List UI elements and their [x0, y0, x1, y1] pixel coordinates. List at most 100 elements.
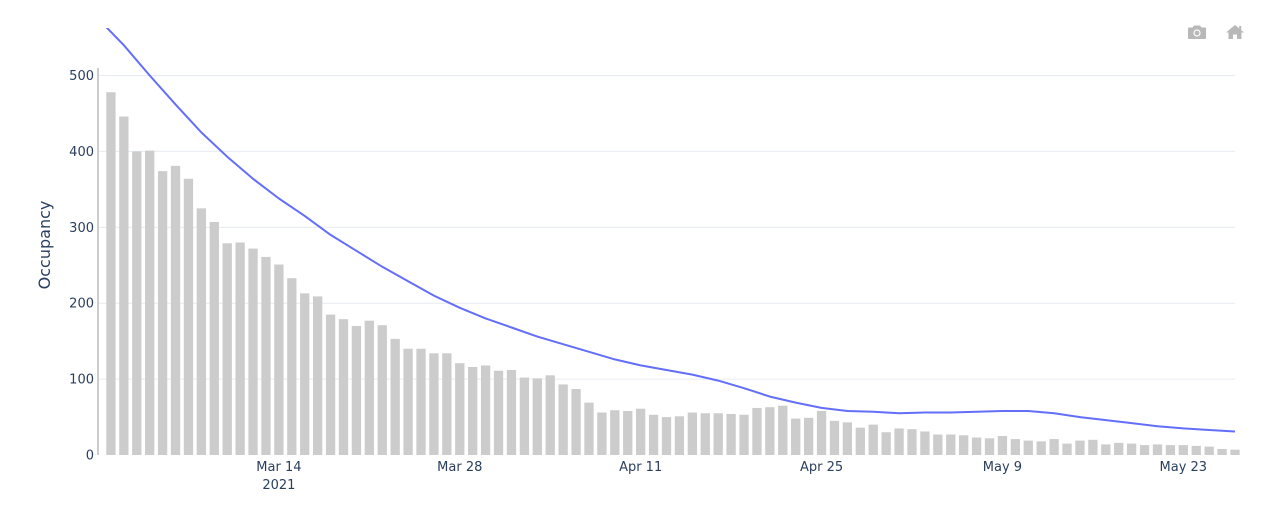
bar — [183, 178, 194, 455]
bar — [1126, 443, 1137, 455]
bar — [816, 410, 827, 455]
bar — [1101, 444, 1111, 455]
bar — [1114, 442, 1124, 455]
bar — [364, 320, 374, 455]
bar — [416, 348, 426, 455]
y-tick-label: 100 — [69, 373, 94, 388]
bar — [648, 414, 659, 455]
bar — [1204, 446, 1214, 455]
bar — [829, 420, 840, 455]
y-tick-label: 0 — [86, 449, 94, 464]
bar — [842, 422, 853, 455]
bar — [145, 150, 155, 455]
home-icon[interactable] — [1224, 22, 1246, 42]
bar — [506, 370, 517, 455]
bar — [338, 319, 349, 455]
bar — [584, 402, 594, 455]
bar — [351, 325, 362, 455]
bar — [778, 405, 788, 455]
bar — [881, 432, 891, 455]
bar — [132, 151, 142, 455]
bar — [235, 242, 245, 455]
bar — [713, 413, 723, 455]
bar — [1023, 440, 1033, 455]
bar — [1217, 448, 1227, 455]
bar — [480, 365, 491, 455]
bar — [287, 278, 297, 455]
x-tick-label: May 9 — [983, 460, 1022, 475]
x-tick-label: May 23 — [1160, 460, 1208, 475]
y-axis-title: Occupancy — [35, 201, 54, 290]
bar — [274, 264, 284, 455]
bar — [493, 370, 504, 455]
bar — [519, 377, 530, 455]
bar — [674, 416, 685, 455]
bar — [1049, 439, 1059, 455]
bar — [855, 427, 865, 455]
bar — [765, 407, 775, 455]
bar — [623, 410, 633, 455]
x-tick-label: Apr 11 — [619, 460, 662, 475]
axis-layer: 0 100 200 300 400 500 Mar 14 2021 Mar 28 Apr 11 Ap… — [69, 67, 1208, 493]
y-tick-label: 200 — [69, 297, 94, 312]
bar — [312, 296, 323, 455]
bar — [752, 407, 762, 455]
x-tick-sublabel: 2021 — [262, 478, 295, 493]
bar — [1010, 439, 1021, 455]
x-tick-label: Apr 25 — [800, 460, 843, 475]
x-tick-label: Mar 28 — [437, 460, 482, 475]
x-tick-label: Mar 14 — [256, 460, 301, 475]
bar — [984, 438, 995, 455]
bar — [442, 353, 452, 455]
bar — [1075, 440, 1085, 455]
bar — [532, 378, 542, 455]
bar — [739, 414, 749, 455]
bar — [997, 436, 1008, 455]
bar — [803, 417, 814, 455]
bar — [933, 434, 943, 455]
bar — [119, 116, 129, 456]
bars-layer — [106, 92, 1240, 456]
bar — [571, 388, 581, 455]
bar — [894, 428, 904, 455]
bar — [661, 417, 672, 455]
bar — [106, 92, 116, 455]
bar — [1152, 444, 1163, 455]
bar — [1062, 443, 1072, 455]
bar — [868, 424, 878, 455]
bar — [1230, 449, 1240, 455]
bar — [545, 375, 555, 455]
bar — [300, 293, 310, 455]
y-tick-label: 300 — [69, 221, 94, 236]
camera-icon[interactable] — [1186, 22, 1208, 42]
y-tick-label: 400 — [69, 145, 94, 160]
bar — [700, 413, 710, 455]
bar — [209, 222, 219, 455]
bar — [261, 256, 271, 455]
bar — [791, 418, 801, 455]
bar — [1088, 439, 1098, 455]
bar — [597, 412, 607, 455]
bar — [468, 366, 478, 455]
modebar — [1186, 22, 1246, 42]
bar — [248, 248, 258, 455]
bar — [325, 314, 336, 455]
bar — [907, 429, 917, 455]
bar — [196, 208, 207, 455]
bar — [1178, 445, 1188, 455]
bar — [455, 363, 465, 455]
bar — [1139, 445, 1150, 455]
bar — [687, 412, 697, 455]
bar — [377, 325, 387, 455]
bar — [726, 414, 736, 455]
trend-line — [105, 28, 1235, 433]
bar — [920, 431, 930, 455]
bar — [636, 408, 646, 455]
bar — [971, 437, 982, 455]
bar — [1036, 441, 1046, 455]
bar — [610, 410, 620, 455]
bar — [170, 165, 181, 456]
bar — [157, 171, 168, 456]
bar — [403, 348, 413, 455]
